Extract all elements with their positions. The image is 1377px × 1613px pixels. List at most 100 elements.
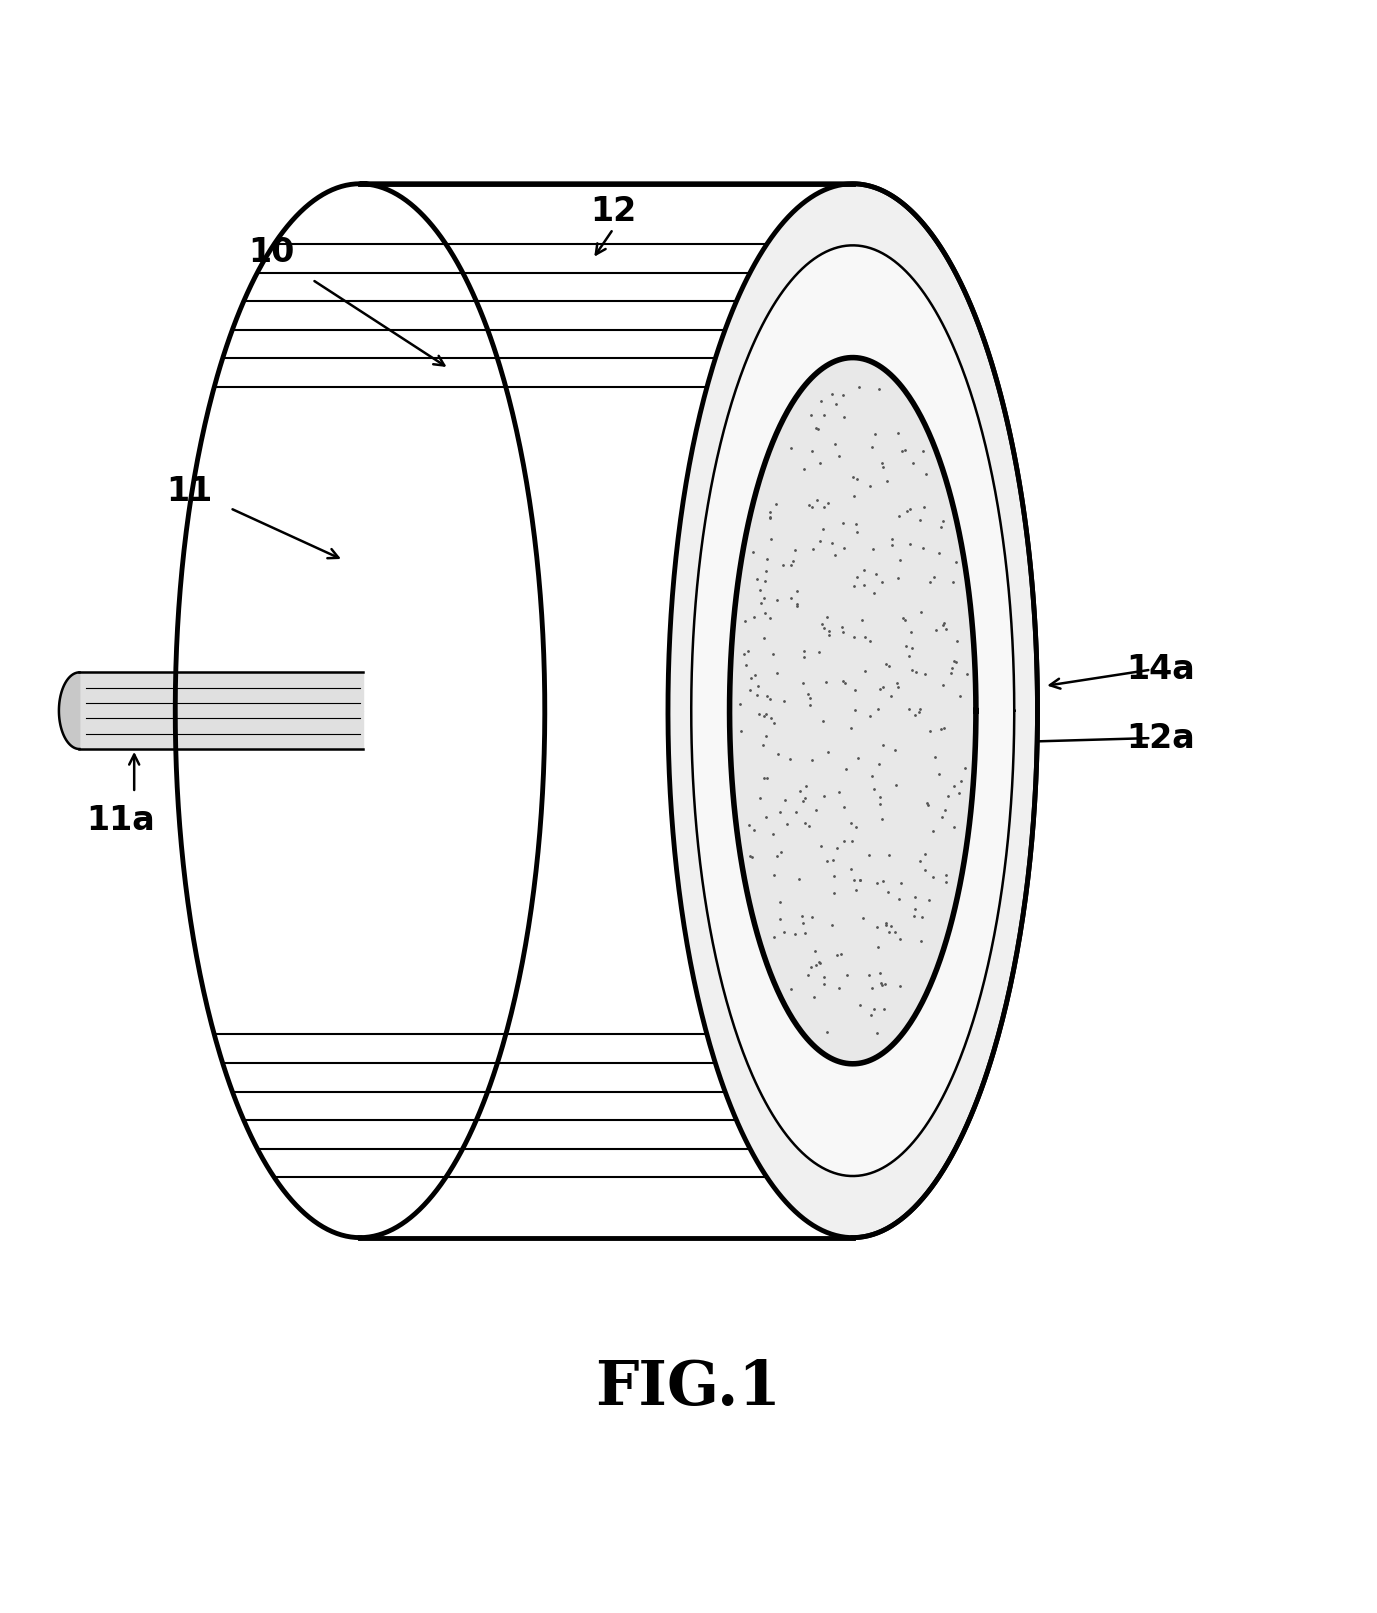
Point (755, 702, 777, 727)
Point (808, 529, 830, 555)
Point (812, 708, 834, 734)
Point (863, 581, 885, 606)
Point (784, 921, 806, 947)
Point (753, 586, 775, 611)
Point (749, 577, 771, 603)
Point (800, 439, 822, 465)
Point (772, 552, 795, 577)
Point (801, 747, 823, 773)
Point (945, 650, 967, 676)
Point (895, 498, 917, 524)
Point (779, 552, 801, 577)
Point (766, 844, 788, 869)
Point (887, 421, 909, 447)
Point (822, 847, 844, 873)
Point (749, 784, 771, 810)
Point (947, 781, 969, 806)
Point (825, 392, 847, 418)
Point (832, 510, 854, 536)
Point (923, 565, 945, 590)
Point (763, 924, 785, 950)
Point (785, 798, 807, 824)
Polygon shape (668, 184, 1037, 1237)
Text: 11a: 11a (87, 803, 154, 837)
Point (859, 703, 881, 729)
Point (868, 752, 890, 777)
Point (730, 718, 752, 744)
Point (940, 660, 963, 686)
Point (894, 437, 916, 463)
Point (912, 903, 934, 929)
Point (903, 884, 925, 910)
Point (756, 765, 778, 790)
Point (821, 531, 843, 556)
Point (792, 669, 814, 695)
Point (890, 926, 912, 952)
Point (920, 718, 942, 744)
Point (914, 461, 936, 487)
Point (759, 686, 781, 711)
Point (898, 644, 920, 669)
Point (887, 674, 909, 700)
Point (847, 519, 869, 545)
Point (946, 627, 968, 653)
Point (821, 913, 843, 939)
Point (865, 561, 887, 587)
Point (852, 571, 874, 597)
Point (895, 632, 917, 658)
Point (741, 844, 763, 869)
Point (931, 515, 953, 540)
Polygon shape (691, 245, 1015, 1176)
Point (861, 434, 883, 460)
Point (851, 608, 873, 634)
Point (942, 569, 964, 595)
Point (795, 773, 817, 798)
Point (799, 684, 821, 710)
Point (858, 842, 880, 868)
Point (814, 971, 836, 997)
Point (872, 973, 894, 998)
Point (898, 695, 920, 721)
Point (874, 971, 896, 997)
Point (741, 665, 763, 690)
Point (767, 742, 789, 768)
Point (876, 652, 898, 677)
Point (865, 421, 887, 447)
Point (909, 848, 931, 874)
Point (935, 869, 957, 895)
Point (784, 537, 806, 563)
Point (826, 836, 848, 861)
Point (756, 547, 778, 573)
Point (795, 786, 817, 811)
Point (828, 779, 850, 805)
Point (738, 813, 760, 839)
Point (854, 658, 876, 684)
Point (763, 640, 785, 666)
Point (876, 468, 898, 494)
Point (781, 436, 803, 461)
Point (869, 784, 891, 810)
Point (901, 619, 923, 645)
Point (918, 569, 940, 595)
Point (918, 887, 940, 913)
Point (844, 677, 866, 703)
Point (770, 889, 792, 915)
Point (774, 919, 796, 945)
Point (836, 756, 858, 782)
Polygon shape (359, 184, 1037, 1237)
Point (833, 536, 855, 561)
Point (766, 660, 788, 686)
Point (899, 531, 921, 556)
Point (792, 910, 814, 936)
Point (850, 866, 872, 892)
Point (759, 503, 781, 529)
Point (872, 453, 894, 479)
Point (801, 536, 823, 561)
Point (734, 608, 756, 634)
Point (923, 818, 945, 844)
Point (834, 669, 856, 695)
Point (843, 624, 865, 650)
Point (755, 568, 777, 594)
Point (735, 652, 757, 677)
Point (826, 942, 848, 968)
